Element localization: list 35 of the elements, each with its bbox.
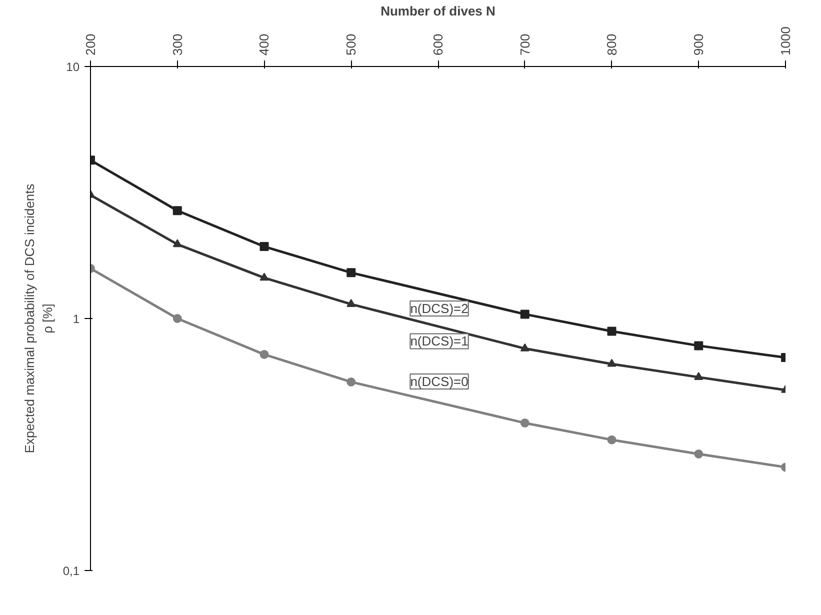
point xyxy=(346,299,356,307)
x-tick-label: 900 xyxy=(691,34,706,56)
point xyxy=(607,358,616,367)
point xyxy=(694,372,704,380)
point xyxy=(520,418,530,428)
point xyxy=(607,435,616,444)
y-tick-label: 0,1 xyxy=(62,564,80,578)
point xyxy=(520,343,530,352)
x-tick-label: 400 xyxy=(256,34,272,56)
x-tick-label: 500 xyxy=(344,34,359,56)
point xyxy=(520,310,530,319)
point xyxy=(694,449,704,458)
x-tick-label: 700 xyxy=(517,34,532,56)
x-tick-label: 800 xyxy=(604,34,620,56)
point xyxy=(607,326,616,336)
y-axis-title: Expected maximal probability of DCS incidents ρ [%] xyxy=(22,183,55,454)
point xyxy=(694,341,704,350)
point xyxy=(172,206,182,216)
point xyxy=(346,268,356,278)
x-tick-label: 1000 xyxy=(778,26,793,56)
x-tick-label: 200 xyxy=(83,34,98,56)
point xyxy=(172,239,182,248)
point xyxy=(260,242,269,252)
y-tick-label: 10 xyxy=(66,60,80,74)
y-tick-label: 1 xyxy=(72,312,80,326)
point xyxy=(172,314,182,323)
point xyxy=(346,377,356,386)
point xyxy=(260,272,269,281)
annotation: n(DCS)=0 xyxy=(410,374,468,390)
x-tick-label: 600 xyxy=(430,34,446,56)
x-tick-label: 300 xyxy=(170,34,185,56)
annotation: n(DCS)=1 xyxy=(410,334,468,349)
point xyxy=(260,350,269,359)
annotation: n(DCS)=2 xyxy=(410,300,468,316)
x-axis-title: Number of dives N xyxy=(380,4,496,19)
